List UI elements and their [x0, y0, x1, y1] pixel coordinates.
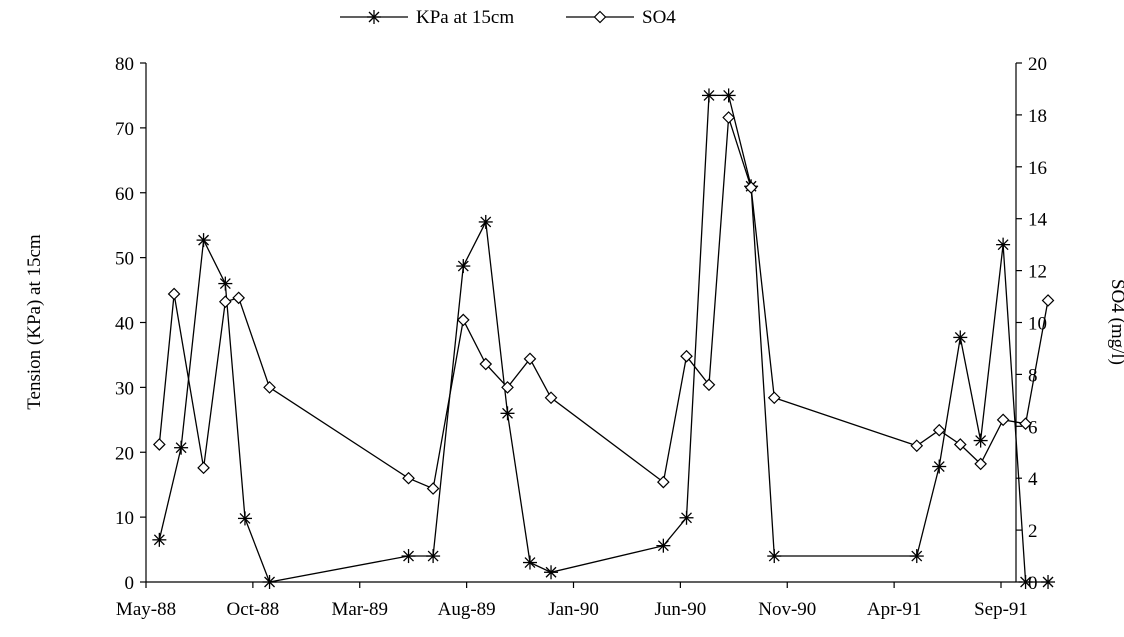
data-point-so4	[402, 471, 415, 485]
y-left-tick-label: 40	[115, 314, 134, 335]
data-point-kpa	[996, 237, 1011, 252]
y-right-tick-label: 12	[1028, 262, 1047, 283]
data-point-kpa	[174, 440, 189, 455]
x-tick-label: Sep-91	[974, 599, 1028, 620]
x-tick-label: Aug-89	[438, 599, 496, 620]
data-point-kpa	[478, 214, 493, 229]
legend-marker-so4	[593, 10, 607, 24]
series-so4	[152, 111, 1055, 495]
y-right-tick-label: 0	[1028, 573, 1038, 594]
data-point-kpa	[218, 276, 233, 291]
data-point-so4	[767, 391, 781, 405]
data-point-kpa	[1041, 575, 1056, 589]
data-point-so4	[953, 438, 967, 451]
data-point-so4	[722, 111, 735, 124]
x-tick-label: May-88	[116, 599, 176, 620]
x-axis-ticks: May-88 Oct-88 Mar-89 Aug-89 Jan-90 Jun-90 Nov-…	[116, 582, 1028, 620]
legend: KPa at 15cm SO4	[340, 7, 676, 28]
data-point-so4	[218, 295, 232, 309]
legend-label-so4: SO4	[642, 7, 676, 28]
data-point-so4	[263, 381, 276, 394]
y-left-tick-label: 80	[115, 54, 134, 75]
data-point-kpa	[701, 88, 716, 103]
y-left-tick-label: 70	[115, 119, 134, 140]
legend-label-kpa: KPa at 15cm	[416, 7, 514, 28]
data-point-so4	[456, 313, 470, 327]
data-point-so4	[702, 378, 716, 392]
x-tick-label: Oct-88	[226, 599, 279, 620]
y-axis-left-ticks: 0 10 20 30 40 50 60 70 80	[115, 54, 146, 594]
y-left-tick-label: 0	[125, 573, 135, 594]
y-right-tick-label: 6	[1028, 417, 1038, 438]
data-point-kpa	[767, 549, 782, 564]
y-left-tick-label: 10	[115, 508, 134, 529]
y-left-tick-label: 20	[115, 443, 134, 464]
x-tick-label: Mar-89	[331, 599, 388, 620]
y-axis-right-title: SO4 (mg/l)	[1107, 279, 1124, 365]
y-left-tick-label: 50	[115, 249, 134, 270]
data-point-so4	[932, 423, 946, 437]
data-point-kpa	[953, 330, 968, 345]
data-point-kpa	[656, 538, 671, 553]
data-point-kpa	[522, 555, 537, 570]
data-point-so4	[152, 438, 166, 451]
y-right-tick-label: 14	[1028, 210, 1048, 231]
legend-asterisk-marker	[367, 10, 381, 24]
data-point-so4	[1019, 417, 1032, 431]
data-point-kpa	[237, 511, 252, 526]
data-point-kpa	[196, 233, 211, 248]
data-point-kpa	[721, 88, 736, 103]
x-tick-label: Jun-90	[655, 599, 707, 620]
y-right-tick-label: 20	[1028, 54, 1047, 75]
data-point-so4	[232, 291, 246, 305]
legend-item-kpa: KPa at 15cm	[340, 7, 514, 28]
data-point-kpa	[500, 406, 515, 421]
y-axis-left-title: Tension (KPa) at 15cm	[24, 234, 45, 410]
y-left-tick-label: 30	[115, 378, 134, 399]
data-point-kpa	[1018, 575, 1033, 589]
data-point-kpa	[426, 549, 441, 564]
data-point-so4	[544, 391, 558, 405]
y-left-tick-label: 60	[115, 184, 134, 205]
legend-item-so4: SO4	[566, 7, 676, 28]
data-point-so4	[680, 349, 693, 363]
data-point-kpa	[152, 532, 167, 547]
data-point-so4	[501, 381, 514, 394]
data-point-so4	[523, 352, 537, 366]
x-tick-label: Jan-90	[548, 599, 599, 620]
series-line-so4	[158, 117, 1049, 490]
data-point-so4	[167, 287, 181, 301]
y-right-tick-label: 2	[1028, 521, 1038, 542]
data-point-kpa	[909, 549, 924, 564]
data-point-so4	[744, 181, 758, 194]
data-point-so4	[479, 357, 493, 371]
series-line-kpa	[158, 94, 1048, 583]
data-point-kpa	[544, 565, 559, 580]
data-point-so4	[1041, 294, 1055, 307]
series-layer	[152, 88, 1056, 589]
data-point-kpa	[973, 433, 988, 448]
y-right-tick-label: 18	[1028, 106, 1047, 127]
data-point-kpa	[456, 259, 471, 274]
data-point-so4	[974, 457, 987, 471]
data-point-kpa	[262, 575, 277, 589]
data-point-kpa	[932, 459, 947, 474]
data-point-kpa	[401, 549, 416, 564]
legend-diamond-marker	[593, 10, 607, 24]
data-point-so4	[657, 475, 670, 489]
y-right-tick-label: 16	[1028, 158, 1047, 179]
y-right-tick-label: 4	[1028, 469, 1038, 490]
x-tick-label: Apr-91	[867, 599, 922, 620]
data-point-so4	[910, 439, 924, 453]
data-point-so4	[996, 413, 1010, 427]
data-point-so4	[197, 461, 210, 475]
data-point-so4	[426, 482, 440, 495]
legend-marker-kpa	[367, 10, 381, 24]
y-right-tick-label: 8	[1028, 365, 1038, 386]
series-kpa	[152, 88, 1056, 589]
x-tick-label: Nov-90	[758, 599, 816, 620]
data-point-kpa	[679, 510, 694, 525]
